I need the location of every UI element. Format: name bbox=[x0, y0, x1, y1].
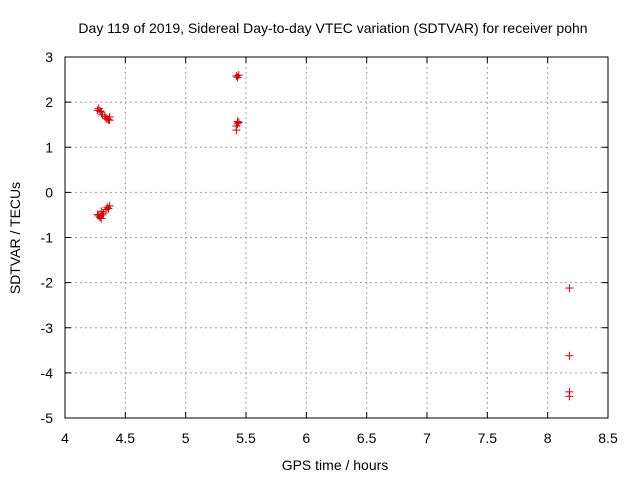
chart-title: Day 119 of 2019, Sidereal Day-to-day VTE… bbox=[78, 20, 587, 36]
y-tick-label: 1 bbox=[45, 139, 53, 155]
x-tick-label: 5.5 bbox=[236, 430, 256, 446]
y-tick-label: -4 bbox=[41, 365, 54, 381]
data-point bbox=[234, 71, 243, 80]
data-point bbox=[97, 214, 106, 223]
x-tick-label: 6 bbox=[302, 430, 310, 446]
y-tick-label: -5 bbox=[41, 410, 54, 426]
data-point bbox=[98, 210, 107, 219]
y-axis-label: SDTVAR / TECUs bbox=[7, 182, 23, 294]
y-tick-label: 3 bbox=[45, 49, 53, 65]
data-point bbox=[234, 118, 243, 127]
tick-labels: 4 4.5 5 5.5 6 6.5 7 7.5 8 8.5 -5 -4 -3 -2 -1 0 1 2 3 bbox=[41, 49, 618, 446]
x-tick-label: 8 bbox=[544, 430, 552, 446]
data-point bbox=[105, 116, 114, 125]
data-point bbox=[565, 284, 574, 293]
data-points bbox=[93, 71, 574, 401]
plot-frame bbox=[64, 56, 609, 419]
x-axis-label: GPS time / hours bbox=[282, 457, 389, 473]
x-tick-label: 4.5 bbox=[116, 430, 136, 446]
x-tick-label: 5 bbox=[182, 430, 190, 446]
data-point bbox=[565, 392, 574, 401]
data-point bbox=[105, 201, 114, 210]
y-tick-label: -3 bbox=[41, 320, 54, 336]
grid bbox=[65, 57, 608, 418]
x-tick-label: 8.5 bbox=[598, 430, 618, 446]
y-tick-label: -1 bbox=[41, 230, 54, 246]
data-point bbox=[565, 351, 574, 360]
data-point bbox=[233, 117, 242, 126]
x-tick-label: 4 bbox=[61, 430, 69, 446]
x-tick-label: 7.5 bbox=[478, 430, 498, 446]
y-tick-label: 0 bbox=[45, 184, 53, 200]
y-tick-label: -2 bbox=[41, 275, 54, 291]
y-tick-label: 2 bbox=[45, 94, 53, 110]
x-tick-label: 7 bbox=[423, 430, 431, 446]
x-tick-label: 6.5 bbox=[357, 430, 377, 446]
